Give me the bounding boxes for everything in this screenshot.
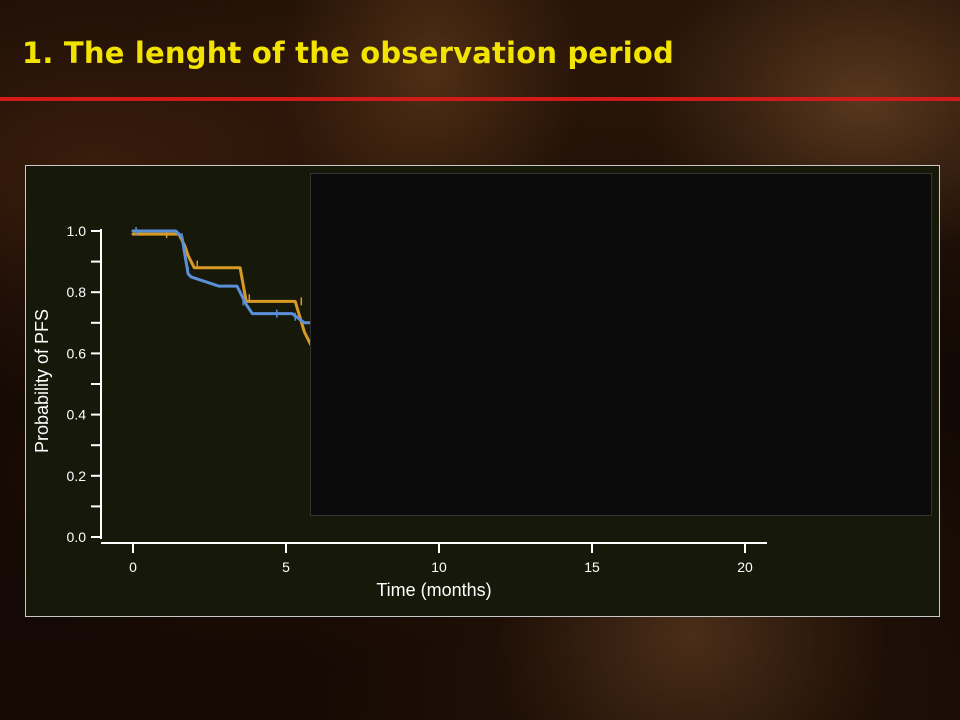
y-tick-label: 0.2 — [67, 468, 87, 484]
series-group — [131, 227, 312, 346]
slide-title: 1. The lenght of the observation period — [22, 36, 675, 70]
x-tick-label: 0 — [129, 559, 137, 575]
km-curve-1 — [131, 229, 312, 325]
y-tick-label: 0.0 — [67, 529, 87, 545]
covering-panel — [310, 173, 932, 516]
x-axis-label: Time (months) — [376, 580, 491, 600]
km-chart: 0.0 0.2 0.4 0.6 0.8 1.0 0 5 10 15 20 Time (months… — [32, 223, 767, 600]
y-axis: 0.0 0.2 0.4 0.6 0.8 1.0 — [67, 223, 102, 545]
km-chart-panel: 0.0 0.2 0.4 0.6 0.8 1.0 0 5 10 15 20 Time (months… — [25, 165, 940, 617]
y-tick-label: 0.8 — [67, 284, 87, 300]
title-underline — [0, 97, 960, 101]
y-tick-label: 0.6 — [67, 345, 87, 361]
y-tick-label: 0.4 — [67, 407, 87, 423]
x-axis: 0 5 10 15 20 — [101, 542, 767, 575]
x-tick-label: 10 — [431, 559, 447, 575]
km-curve-0 — [131, 232, 312, 346]
x-tick-label: 20 — [737, 559, 753, 575]
y-axis-label: Probability of PFS — [32, 309, 52, 453]
x-tick-label: 5 — [282, 559, 290, 575]
x-tick-label: 15 — [584, 559, 600, 575]
y-tick-label: 1.0 — [67, 223, 87, 239]
